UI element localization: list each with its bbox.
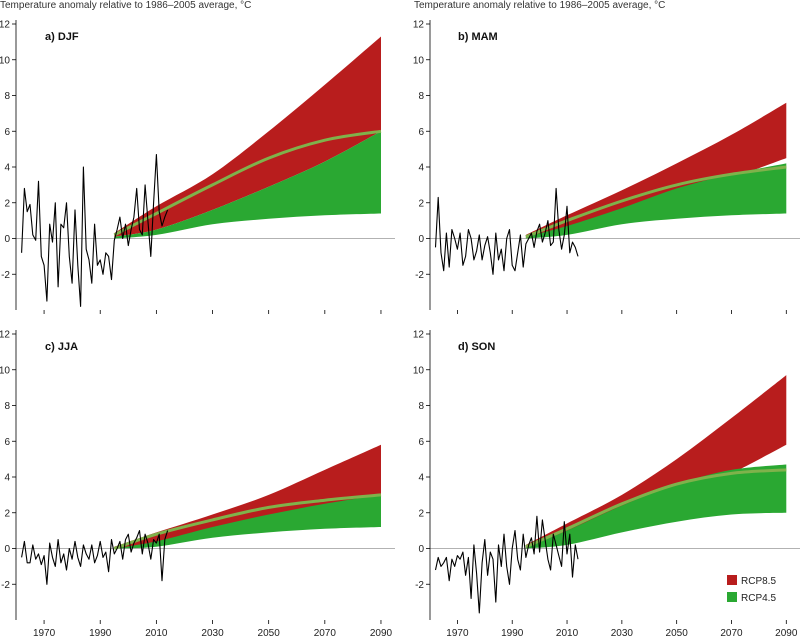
y-tick-label: 10: [0, 55, 10, 66]
y-tick-label: 6: [418, 437, 424, 448]
panel-label: c) JJA: [45, 341, 78, 353]
y-tick-label: 0: [4, 234, 10, 245]
x-tick-label: 2070: [314, 628, 337, 639]
panel-1: Temperature anomaly relative to 1986–200…: [0, 0, 395, 314]
y-axis-title: Temperature anomaly relative to 1986–200…: [0, 0, 251, 11]
rcp45-band: [525, 464, 787, 549]
panel-2: Temperature anomaly relative to 1986–200…: [413, 0, 800, 314]
y-tick-label: 8: [418, 401, 424, 412]
y-tick-label: 2: [418, 508, 424, 519]
y-tick-label: 2: [4, 508, 10, 519]
y-tick-label: 8: [418, 91, 424, 102]
median-line: [525, 468, 787, 549]
rcp45-band: [114, 131, 382, 239]
x-tick-label: 2030: [201, 628, 224, 639]
y-tick-label: -2: [415, 270, 424, 281]
legend-swatch: [727, 592, 737, 602]
legend-label: RCP4.5: [741, 593, 776, 604]
rcp45-band: [525, 163, 787, 239]
observed-line: [21, 530, 169, 585]
panel-label: b) MAM: [458, 31, 498, 43]
x-tick-label: 2050: [258, 628, 281, 639]
observed-line: [434, 187, 579, 275]
median-line: [113, 129, 382, 237]
y-tick-label: 10: [413, 365, 425, 376]
y-tick-label: 4: [4, 473, 10, 484]
x-tick-label: 2090: [775, 628, 798, 639]
x-tick-label: 2030: [611, 628, 634, 639]
x-tick-label: 2010: [556, 628, 579, 639]
x-tick-label: 2090: [370, 628, 393, 639]
panel-4: -2 0 2 4 6 8 10 12 1970 1990 2010 2030 2050 2070 2090 d…: [413, 330, 800, 639]
y-tick-label: 8: [4, 91, 10, 102]
y-tick-label: -2: [1, 580, 10, 591]
x-tick-label: 1990: [501, 628, 524, 639]
legend: RCP8.5 RCP4.5: [727, 575, 776, 604]
x-tick-label: 1990: [89, 628, 112, 639]
y-tick-label: 6: [4, 437, 10, 448]
y-tick-label: 4: [418, 163, 424, 174]
y-tick-label: 0: [4, 544, 10, 555]
rcp45-band: [114, 494, 382, 549]
y-tick-label: 6: [4, 127, 10, 138]
y-tick-label: -2: [415, 580, 424, 591]
x-tick-label: 1970: [446, 628, 469, 639]
y-tick-label: 0: [418, 234, 424, 245]
y-tick-label: -2: [1, 270, 10, 281]
y-tick-label: 2: [418, 198, 424, 209]
y-tick-label: 8: [4, 401, 10, 412]
y-axis-title: Temperature anomaly relative to 1986–200…: [414, 0, 665, 11]
y-tick-label: 12: [0, 330, 10, 341]
x-tick-label: 1970: [33, 628, 56, 639]
rcp85-band: [114, 36, 382, 237]
panel-3: -2 0 2 4 6 8 10 12 1970 1990 2010 2030 2050 2070 2090 c…: [0, 330, 395, 639]
y-tick-label: 12: [0, 20, 10, 31]
y-tick-label: 12: [413, 330, 425, 341]
rcp85-band: [525, 375, 787, 549]
legend-swatch: [727, 575, 737, 585]
y-tick-label: 2: [4, 198, 10, 209]
y-tick-label: 6: [418, 127, 424, 138]
median-line: [113, 493, 382, 550]
median-line: [525, 165, 787, 239]
y-tick-label: 12: [413, 20, 425, 31]
x-tick-label: 2050: [666, 628, 689, 639]
y-tick-label: 4: [4, 163, 10, 174]
y-tick-label: 10: [0, 365, 10, 376]
legend-label: RCP8.5: [741, 576, 776, 587]
observed-line: [21, 153, 169, 307]
panel-label: a) DJF: [45, 31, 79, 43]
x-tick-label: 2010: [145, 628, 168, 639]
rcp85-band: [525, 102, 787, 239]
panel-label: d) SON: [458, 341, 495, 353]
y-tick-label: 4: [418, 473, 424, 484]
observed-line: [434, 515, 579, 614]
y-tick-label: 0: [418, 544, 424, 555]
y-tick-label: 10: [413, 55, 425, 66]
x-tick-label: 2070: [720, 628, 743, 639]
